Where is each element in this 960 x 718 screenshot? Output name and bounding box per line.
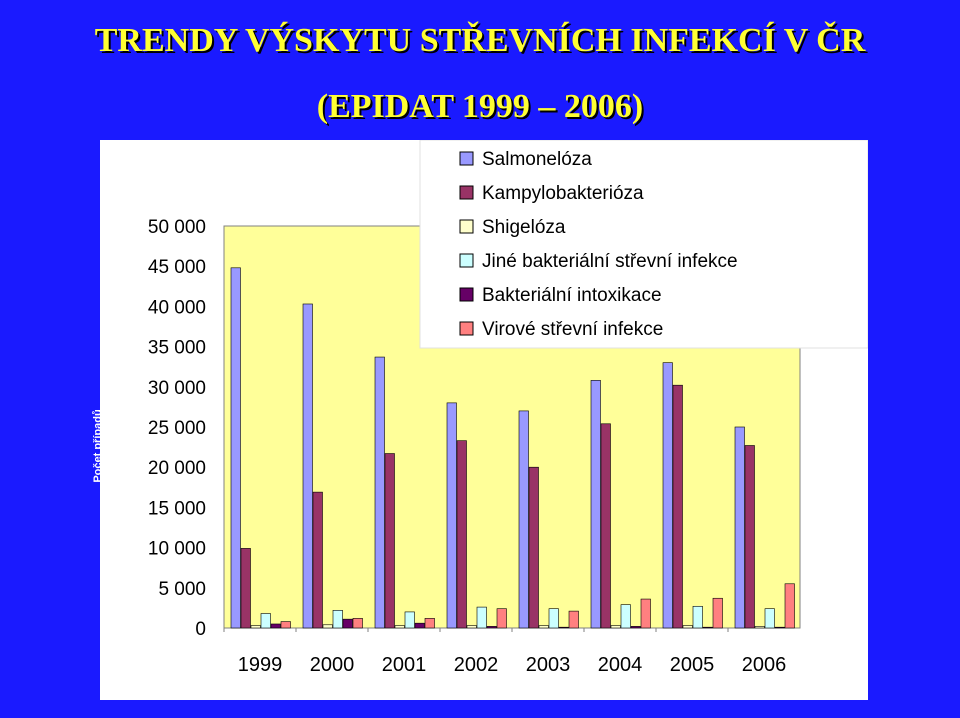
bar (476, 606, 487, 629)
legend-label: Shigelóza (482, 217, 566, 238)
x-tick-label: 1999 (238, 654, 283, 676)
y-tick-label: 15 000 (148, 498, 206, 519)
y-tick-label: 35 000 (148, 338, 206, 359)
legend-swatch (459, 151, 474, 166)
bar (424, 618, 435, 629)
legend-label: Bakteriální intoxikace (482, 285, 662, 306)
bar (590, 380, 601, 629)
chart-title: TRENDY VÝSKYTU STŘEVNÍCH INFEKCÍ V ČR (94, 22, 866, 59)
legend-swatch (459, 253, 474, 268)
bar (662, 362, 673, 629)
bar (630, 626, 641, 629)
y-tick-label: 45 000 (148, 257, 206, 278)
x-tick-label: 2001 (382, 654, 427, 676)
chart-subtitle: (EPIDAT 1999 – 2006) (316, 88, 644, 125)
bar (384, 453, 395, 629)
bar (682, 625, 693, 629)
bar (486, 626, 497, 629)
bar (702, 626, 713, 629)
bar (610, 625, 621, 629)
bar (322, 624, 333, 629)
legend-swatch (459, 287, 474, 302)
y-tick-label: 5 000 (158, 579, 206, 600)
bar (548, 608, 559, 629)
bar (672, 384, 683, 629)
y-tick-label: 40 000 (148, 297, 206, 318)
bar (774, 626, 785, 629)
bar (538, 625, 549, 629)
bar (230, 267, 241, 629)
x-tick-label: 2003 (526, 654, 571, 676)
bar (712, 597, 723, 629)
bar (466, 625, 477, 629)
x-tick-label: 2005 (670, 654, 715, 676)
bar (568, 610, 579, 629)
bar (640, 598, 651, 629)
legend-label: Virové střevní infekce (482, 319, 663, 340)
bar (620, 604, 631, 629)
x-tick-label: 2006 (742, 654, 787, 676)
bar (600, 423, 611, 629)
y-tick-label: 20 000 (148, 458, 206, 479)
bar (518, 410, 529, 629)
legend-swatch (459, 219, 474, 234)
legend-box (419, 140, 868, 349)
legend-label: Jiné bakteriální střevní infekce (482, 251, 738, 272)
bar (302, 303, 313, 629)
bar (404, 611, 415, 629)
bar (456, 440, 467, 629)
bar (558, 626, 569, 629)
y-tick-label: 0 (195, 619, 206, 640)
legend-swatch (459, 185, 474, 200)
bar (342, 618, 353, 629)
bar (734, 426, 745, 629)
x-tick-label: 2004 (598, 654, 643, 676)
bar (374, 356, 385, 629)
bar (784, 583, 795, 629)
bar (312, 491, 323, 629)
x-tick-label: 2002 (454, 654, 499, 676)
bar (352, 618, 363, 629)
bar (764, 608, 775, 629)
bar (496, 608, 507, 629)
bar-chart: 0 5 000 10 000 15 000 20 000 25 000 30 000 35 0… (148, 140, 868, 676)
y-tick-label: 50 000 (148, 217, 206, 238)
y-tick-label: 10 000 (148, 539, 206, 560)
bar (754, 626, 765, 629)
y-tick-label: 25 000 (148, 418, 206, 439)
bar (414, 622, 425, 629)
bar (240, 548, 251, 629)
bar (250, 625, 261, 629)
bar (280, 621, 291, 629)
legend-label: Salmonelóza (482, 149, 592, 170)
bar (744, 445, 755, 629)
x-tick-label: 2000 (310, 654, 355, 676)
y-tick-label: 30 000 (148, 378, 206, 399)
bar (260, 613, 271, 629)
legend-label: Kampylobakterióza (482, 183, 644, 204)
bar (692, 605, 703, 629)
bar (332, 610, 343, 629)
bar (394, 625, 405, 629)
legend-swatch (459, 321, 474, 336)
bar (446, 402, 457, 629)
chart-panel: 0 5 000 10 000 15 000 20 000 25 000 30 000 35 0… (100, 140, 868, 700)
bar (270, 623, 281, 629)
bar (528, 466, 539, 629)
